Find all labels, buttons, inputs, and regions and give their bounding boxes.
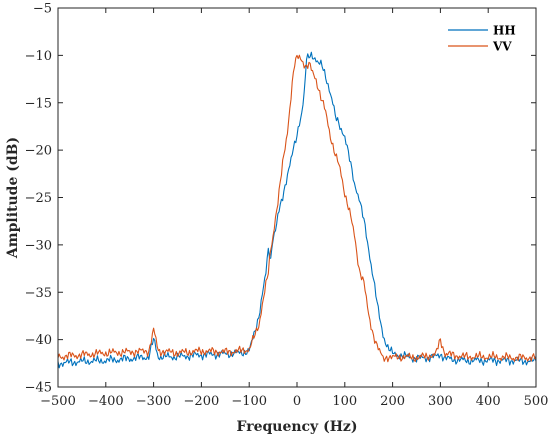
x-tick-label: 300 (428, 394, 453, 409)
x-tick-label: 100 (332, 394, 357, 409)
x-tick-label: 500 (524, 394, 549, 409)
y-tick-label: −5 (33, 2, 52, 17)
x-tick-label: −500 (40, 394, 76, 409)
y-tick-label: −10 (25, 49, 52, 64)
y-tick-label: −20 (25, 144, 52, 159)
series-line-hh (57, 51, 537, 369)
x-tick-label: −100 (231, 394, 267, 409)
x-tick-label: 200 (380, 394, 405, 409)
x-tick-label: 400 (476, 394, 501, 409)
x-tick-label: 0 (293, 394, 301, 409)
x-axis-label: Frequency (Hz) (237, 419, 358, 435)
series-group (57, 51, 537, 369)
y-axis-ticks: −5 −10 −15 −20 −25 −30 −35 −40 −45 (25, 2, 536, 396)
x-tick-label: −400 (88, 394, 124, 409)
y-tick-label: −35 (25, 286, 52, 301)
x-tick-label: −200 (184, 394, 220, 409)
y-tick-label: −25 (25, 191, 52, 206)
x-tick-label: −300 (136, 394, 172, 409)
y-tick-label: −45 (25, 381, 52, 396)
series-line-vv (57, 54, 537, 363)
legend: HH VV (448, 24, 516, 54)
axes-box (57, 7, 537, 388)
x-axis-ticks: −500 −400 −300 −200 −100 0 100 200 300 400 500 (40, 8, 548, 409)
y-axis-label: Amplitude (dB) (5, 137, 21, 259)
y-tick-label: −40 (25, 333, 52, 348)
legend-label-hh: HH (493, 24, 516, 38)
y-tick-label: −30 (25, 238, 52, 253)
legend-label-vv: VV (492, 40, 512, 54)
y-tick-label: −15 (25, 96, 52, 111)
